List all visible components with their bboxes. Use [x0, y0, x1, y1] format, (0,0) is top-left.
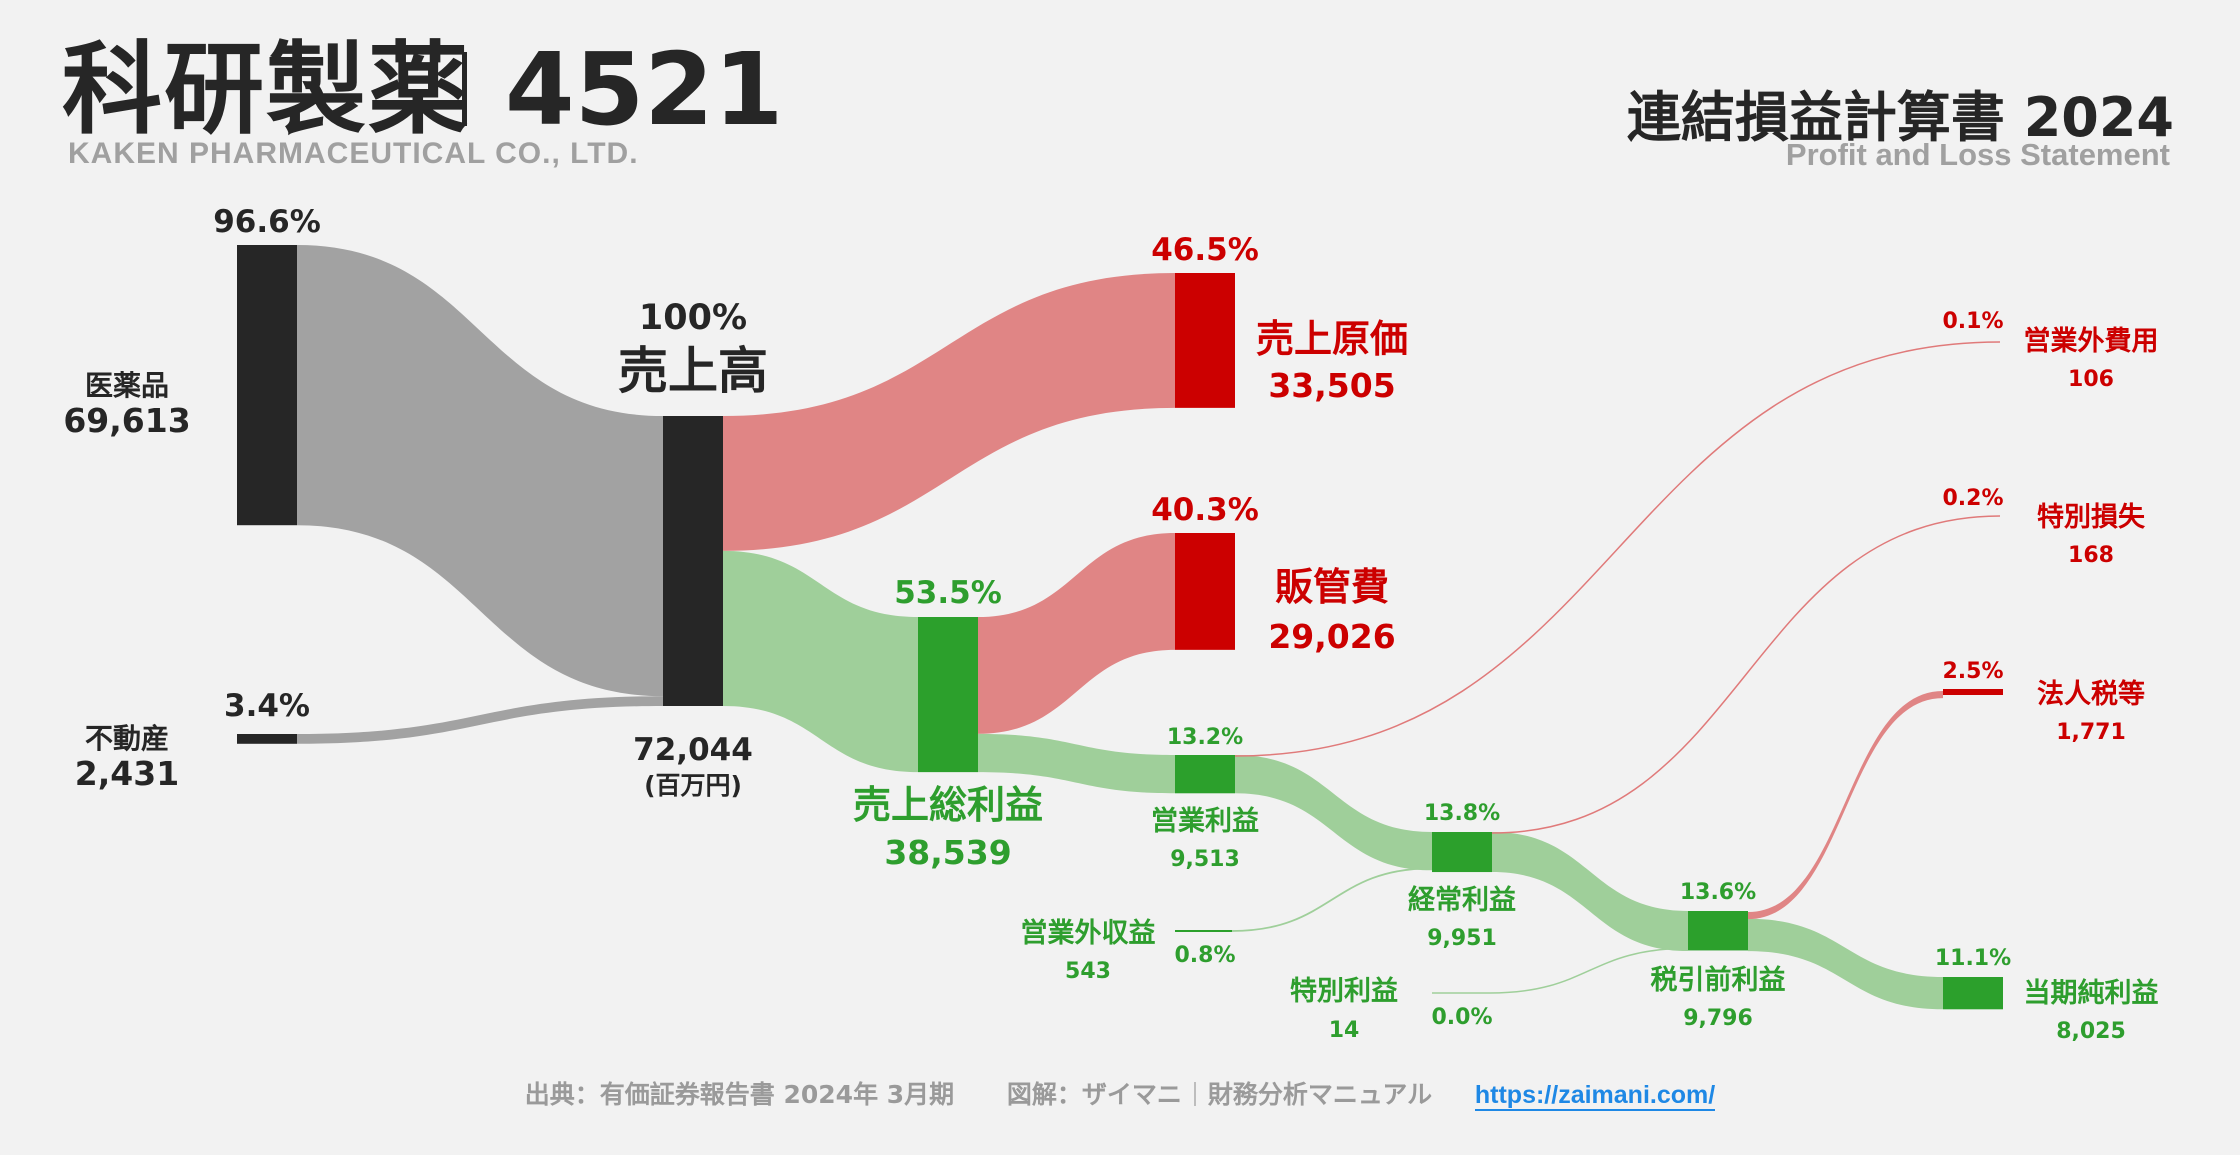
- pct-label-sourieki: 53.5%: [894, 575, 1002, 611]
- footer-link[interactable]: https://zaimani.com/: [1474, 1081, 1716, 1111]
- flow-sourieki-to-hankan: [978, 533, 1175, 734]
- value-label-zeibikimae: 9,796: [1683, 1006, 1753, 1031]
- flow-eigyo-to-keijo: [1235, 755, 1432, 871]
- pct-label-fudousan: 3.4%: [224, 688, 310, 724]
- node-label-junrieki: 当期純利益: [2024, 977, 2159, 1009]
- node-label-eigyo: 営業利益: [1151, 805, 1259, 837]
- node-bar-fudousan: [237, 734, 297, 744]
- footer: 出典：有価証券報告書 2024年 3月期 図解：ザイマニ 財務分析マニュアル ht…: [0, 1075, 2240, 1111]
- value-label-sourieki: 38,539: [884, 833, 1011, 872]
- title-separator: [462, 52, 467, 126]
- flow-iyakuhin-to-uriage: [297, 245, 663, 697]
- value-label-eigyo: 9,513: [1170, 847, 1240, 872]
- node-bar-keijo: [1432, 832, 1492, 873]
- node-bar-zeibikimae: [1688, 911, 1748, 951]
- flow-zeibikimae-to-junrieki: [1748, 918, 1943, 1010]
- value-label-fudousan: 2,431: [75, 754, 179, 793]
- pct-label-tokubetsu-sonshitsu: 0.2%: [1942, 486, 2003, 511]
- company-name-en: KAKEN PHARMACEUTICAL CO., LTD.: [68, 137, 639, 170]
- pct-label-eigyogai-hiyo: 0.1%: [1942, 309, 2003, 334]
- node-bar-eigyo: [1175, 755, 1235, 794]
- footer-divider: [1193, 1082, 1196, 1106]
- pct-label-keijo: 13.8%: [1424, 801, 1500, 826]
- node-label-hankan: 販管費: [1275, 565, 1389, 609]
- footer-source: 出典：有価証券報告書 2024年 3月期: [524, 1080, 955, 1109]
- footer-credit-suffix: 財務分析マニュアル: [1207, 1080, 1433, 1109]
- flow-sourieki-to-eigyo: [978, 733, 1175, 794]
- value-label-genka: 33,505: [1268, 366, 1395, 405]
- value-label-hojinzei: 1,771: [2056, 720, 2126, 745]
- flow-uriage-to-genka: [723, 273, 1175, 551]
- value-label-tokubetsu-rieki: 14: [1329, 1018, 1360, 1043]
- node-label-zeibikimae: 税引前利益: [1651, 964, 1786, 996]
- node-bar-hankan: [1175, 533, 1235, 650]
- value-label-uriage: 72,044: [633, 732, 753, 768]
- pct-label-zeibikimae: 13.6%: [1680, 880, 1756, 905]
- company-name: 科研製薬: [62, 31, 470, 148]
- unit-label: (百万円): [644, 771, 742, 800]
- node-bar-junrieki: [1943, 977, 2003, 1010]
- pct-label-eigyogai-shueki: 0.8%: [1174, 943, 1235, 968]
- node-bar-uriage: [663, 416, 723, 706]
- node-label-iyakuhin: 医薬品: [85, 369, 169, 402]
- node-label-eigyogai-hiyo: 営業外費用: [2024, 325, 2159, 357]
- flow-tokubetsu-rieki-to-zeibikimae: [1489, 947, 1689, 994]
- value-label-junrieki: 8,025: [2056, 1019, 2126, 1044]
- node-label-keijo: 経常利益: [1408, 884, 1516, 916]
- value-label-eigyogai-shueki: 543: [1065, 959, 1111, 984]
- flow-fudousan-to-uriage: [297, 696, 663, 744]
- node-bar-iyakuhin: [237, 245, 297, 526]
- pct-label-tokubetsu-rieki: 0.0%: [1431, 1005, 1492, 1030]
- node-label-uriage: 売上高: [618, 342, 768, 400]
- statement-title: 連結損益計算書 2024: [1626, 86, 2174, 149]
- flow-eigyo-to-eigyogai-hiyo: [1234, 341, 2001, 757]
- value-label-hankan: 29,026: [1268, 617, 1395, 656]
- node-bar-sourieki: [918, 617, 978, 773]
- ticker-code: 4521: [505, 31, 784, 148]
- node-label-tokubetsu-rieki: 特別利益: [1290, 976, 1398, 1007]
- footer-credit: 図解：ザイマニ: [1006, 1080, 1182, 1109]
- node-label-tokubetsu-sonshitsu: 特別損失: [2037, 502, 2146, 533]
- flow-keijo-to-zeibikimae: [1492, 832, 1688, 952]
- pct-label-hankan: 40.3%: [1151, 492, 1259, 528]
- node-label-eigyogai-shueki: 営業外収益: [1021, 917, 1156, 949]
- value-label-iyakuhin: 69,613: [63, 401, 190, 440]
- value-label-keijo: 9,951: [1427, 926, 1497, 951]
- node-label-sourieki: 売上総利益: [853, 783, 1043, 827]
- flow-keijo-to-tokubetsu-sonshitsu: [1491, 515, 2001, 834]
- node-label-genka: 売上原価: [1256, 317, 1408, 361]
- pct-label-genka: 46.5%: [1151, 232, 1259, 268]
- pct-label-iyakuhin: 96.6%: [213, 204, 321, 240]
- flow-eigyogai-shueki-to-keijo: [1231, 867, 1433, 932]
- pct-label-junrieki: 11.1%: [1935, 946, 2011, 971]
- statement-subtitle: Profit and Loss Statement: [1785, 137, 2170, 172]
- node-label-fudousan: 不動産: [85, 722, 169, 755]
- node-label-hojinzei: 法人税等: [2037, 678, 2145, 710]
- node-bar-genka: [1175, 273, 1235, 408]
- flow-uriage-to-sourieki: [723, 550, 918, 773]
- value-label-eigyogai-hiyo: 106: [2068, 367, 2114, 392]
- pct-label-hojinzei: 2.5%: [1942, 659, 2003, 684]
- node-bar-hojinzei: [1943, 689, 2003, 695]
- pct-label-eigyo: 13.2%: [1167, 725, 1243, 750]
- value-label-tokubetsu-sonshitsu: 168: [2068, 543, 2114, 568]
- flow-zeibikimae-to-hojinzei: [1748, 691, 1943, 920]
- pct-label-uriage: 100%: [639, 298, 747, 338]
